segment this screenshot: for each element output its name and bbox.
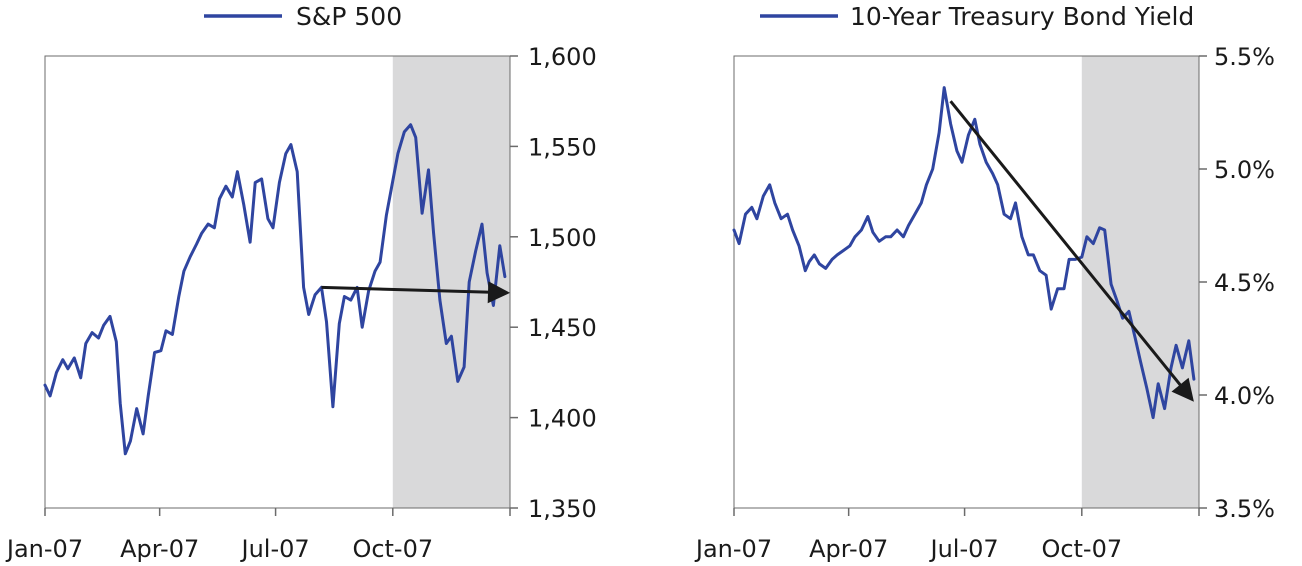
y-tick-label: 4.5% <box>1214 269 1275 297</box>
sp500-panel: Jan-07 Apr-07 Jul-07 Oct-07 1,350 1,400 1,450 1… <box>5 2 597 563</box>
x-tick-label: Oct-07 <box>1041 535 1122 563</box>
y-tick-label: 1,450 <box>528 314 597 342</box>
legend-label: 10-Year Treasury Bond Yield <box>850 2 1194 31</box>
x-tick-label: Jan-07 <box>5 535 83 563</box>
y-tick-label: 5.0% <box>1214 156 1275 184</box>
trend-arrow-head <box>487 281 510 304</box>
y-tick-label: 3.5% <box>1214 495 1275 523</box>
x-tick-label: Jul-07 <box>929 535 999 563</box>
y-tick-label: 4.0% <box>1214 382 1275 410</box>
x-tick-label: Jul-07 <box>240 535 310 563</box>
plot-frame <box>44 55 511 509</box>
y-tick-label: 5.5% <box>1214 43 1275 71</box>
x-tick-label: Apr-07 <box>809 535 888 563</box>
x-tick-label: Jan-07 <box>694 535 772 563</box>
trend-arrow <box>949 100 1189 395</box>
y-tick-label: 1,400 <box>528 405 597 433</box>
trend-arrow <box>321 285 501 295</box>
series-line <box>732 86 1196 420</box>
treasury-yield-panel: Jan-07 Apr-07 Jul-07 Oct-07 3.5% 4.0% 4.5% 5.0%… <box>694 2 1275 563</box>
series-line <box>43 123 507 456</box>
y-tick-label: 1,550 <box>528 133 597 161</box>
legend-label: S&P 500 <box>296 2 402 31</box>
trend-arrow-head <box>1171 377 1194 402</box>
y-tick-label: 1,500 <box>528 224 597 252</box>
y-tick-label: 1,600 <box>528 43 597 71</box>
x-tick-label: Oct-07 <box>352 535 433 563</box>
shaded-region <box>1081 56 1199 508</box>
y-tick-label: 1,350 <box>528 495 597 523</box>
x-tick-label: Apr-07 <box>120 535 199 563</box>
